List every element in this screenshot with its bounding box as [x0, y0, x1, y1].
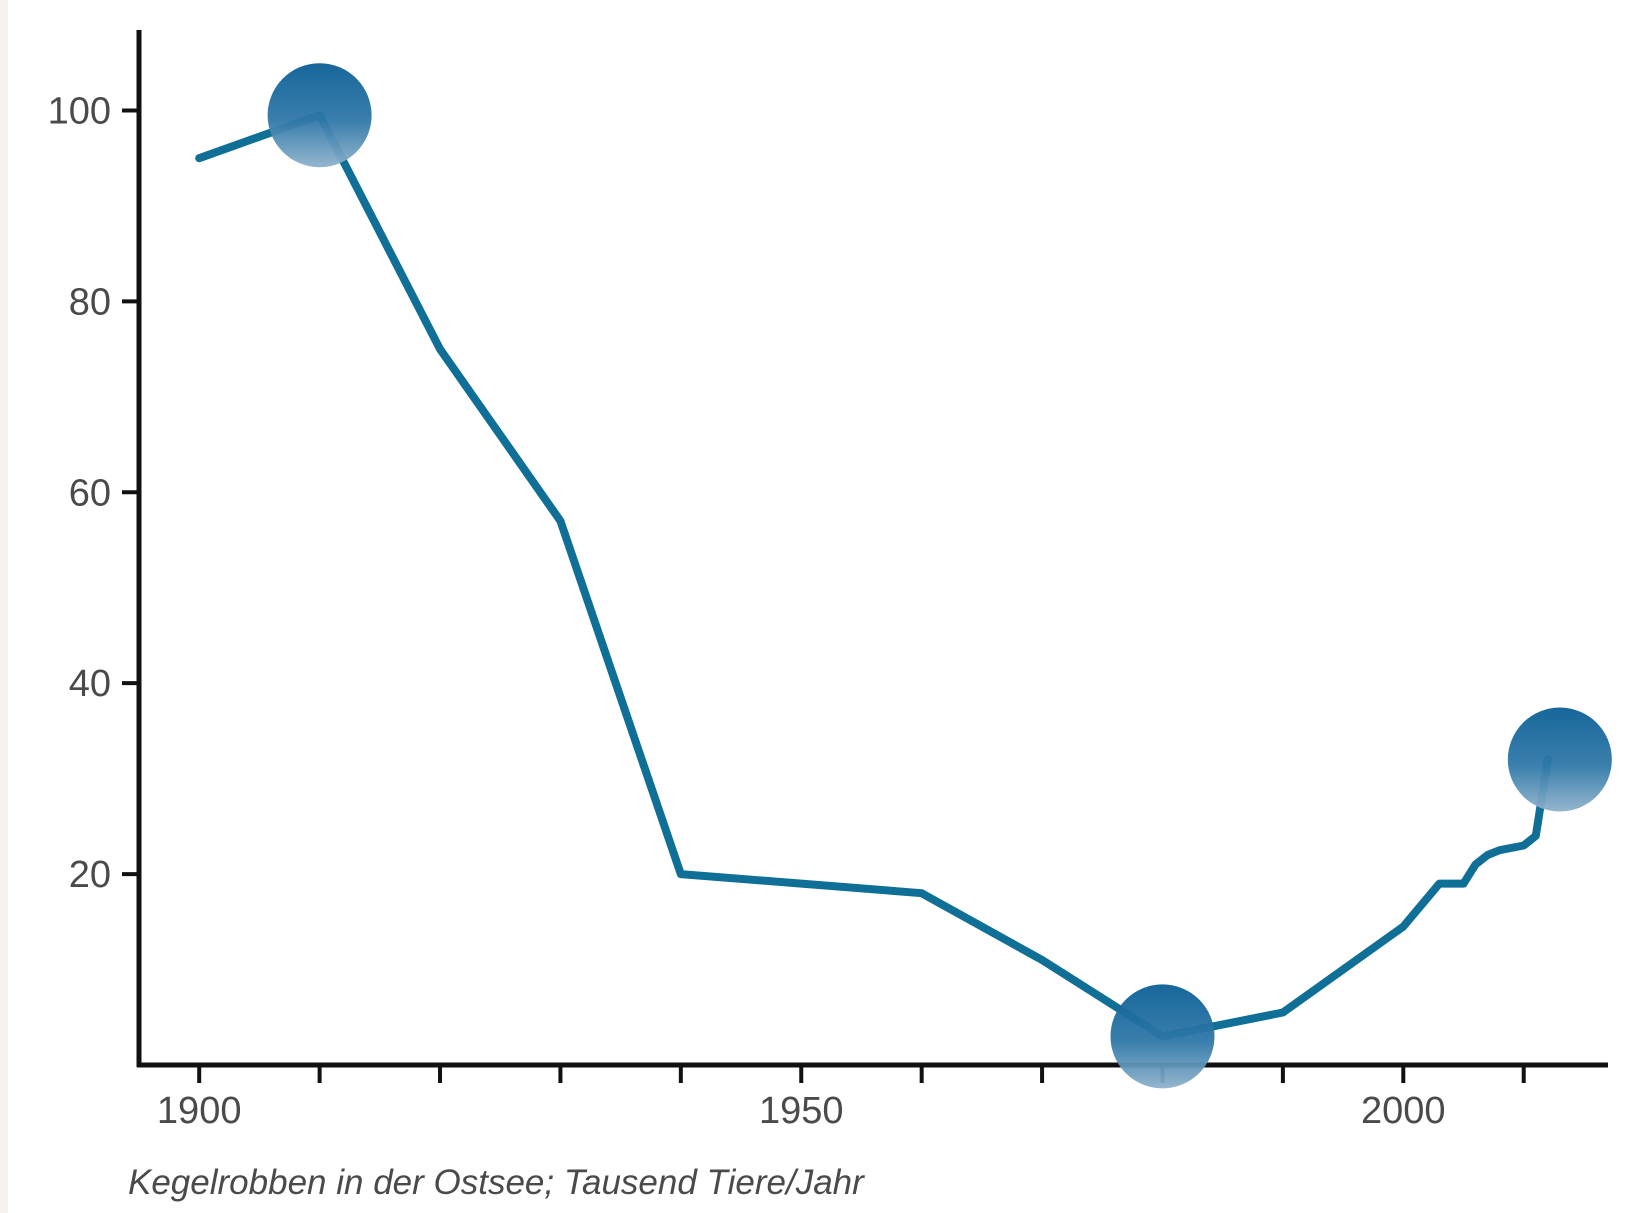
- chart-frame: 20 40 60 80 100 1900 1950 2000 Kegelrobben in d…: [8, 0, 1633, 1213]
- x-tick-label: 1900: [157, 1090, 242, 1132]
- line-chart: 20 40 60 80 100 1900 1950 2000: [48, 30, 1612, 1132]
- chart-caption: Kegelrobben in der Ostsee; Tausend Tiere…: [128, 1163, 864, 1202]
- highlight-markers: [267, 63, 1612, 1089]
- y-tick-label: 20: [69, 854, 111, 896]
- y-tick-label: 100: [48, 90, 111, 132]
- x-tick-label: 2000: [1361, 1090, 1446, 1132]
- x-tick-label: 1950: [759, 1090, 844, 1132]
- series-line-group: [195, 111, 1552, 1041]
- highlight-marker-2: [1110, 984, 1215, 1089]
- series-line: [195, 111, 1552, 1041]
- highlight-marker-1: [267, 63, 372, 168]
- y-tick-label: 80: [69, 281, 111, 323]
- highlight-marker-3: [1507, 707, 1612, 812]
- axes: 20 40 60 80 100 1900 1950 2000: [48, 30, 1608, 1132]
- y-tick-label: 60: [69, 472, 111, 514]
- y-tick-label: 40: [69, 663, 111, 705]
